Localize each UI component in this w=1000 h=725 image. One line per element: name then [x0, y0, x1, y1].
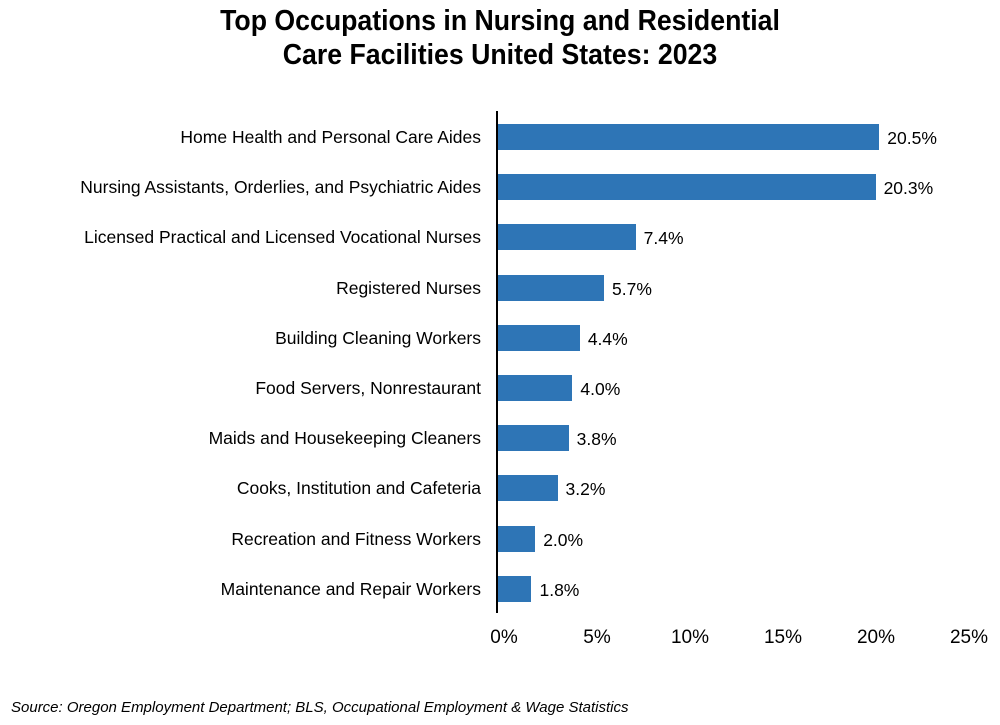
category-label: Licensed Practical and Licensed Vocation… — [84, 227, 481, 248]
x-tick-label: 15% — [763, 627, 803, 648]
bar — [498, 375, 573, 401]
bar-row: Registered Nurses 5.7% — [0, 274, 1000, 301]
value-label: 20.3% — [883, 178, 934, 199]
source-note: Source: Oregon Employment Department; BL… — [11, 699, 629, 716]
category-label: Home Health and Personal Care Aides — [180, 127, 481, 147]
bar-row: Food Servers, Nonrestaurant 4.0% — [0, 375, 1000, 401]
value-label: 20.5% — [887, 128, 937, 148]
value-label: 1.8% — [539, 579, 580, 600]
y-axis-line — [496, 111, 498, 613]
category-label: Nursing Assistants, Orderlies, and Psych… — [80, 177, 481, 198]
bar — [498, 224, 636, 251]
bar — [498, 575, 532, 602]
bar-row: Home Health and Personal Care Aides 20.5% — [0, 124, 1000, 150]
bar — [498, 174, 876, 201]
bar-row: Maids and Housekeeping Cleaners 3.8% — [0, 425, 1000, 452]
bar — [498, 324, 580, 351]
category-label: Maids and Housekeeping Cleaners — [208, 428, 481, 449]
bar-row: Maintenance and Repair Workers 1.8% — [0, 575, 1000, 602]
category-label: Cooks, Institution and Cafeteria — [236, 478, 481, 499]
bar-row: Cooks, Institution and Cafeteria 3.2% — [0, 475, 1000, 502]
value-label: 4.4% — [587, 328, 628, 349]
value-label: 4.0% — [580, 379, 621, 399]
value-label: 3.2% — [565, 479, 606, 500]
value-label: 3.8% — [576, 429, 617, 450]
x-tick-label: 0% — [490, 627, 518, 648]
bar — [498, 124, 880, 150]
value-label: 7.4% — [643, 228, 684, 249]
chart-title: Top Occupations in Nursing and Residenti… — [40, 4, 960, 72]
x-tick-label: 5% — [583, 627, 611, 648]
bar-row: Licensed Practical and Licensed Vocation… — [0, 224, 1000, 251]
x-tick-label: 10% — [670, 627, 710, 648]
category-label: Recreation and Fitness Workers — [231, 528, 481, 549]
bar-row: Building Cleaning Workers 4.4% — [0, 324, 1000, 351]
x-tick-label: 20% — [856, 627, 896, 648]
x-tick-label: 25% — [949, 627, 989, 648]
value-label: 5.7% — [612, 278, 652, 299]
category-label: Food Servers, Nonrestaurant — [255, 378, 481, 398]
bar — [498, 274, 605, 301]
chart-title-line-1: Top Occupations in Nursing and Residenti… — [220, 5, 780, 37]
category-label: Building Cleaning Workers — [275, 327, 481, 348]
chart-title-line-2: Care Facilities United States: 2023 — [282, 39, 718, 71]
bar-row: Nursing Assistants, Orderlies, and Psych… — [0, 174, 1000, 201]
bar — [498, 475, 558, 502]
value-label: 2.0% — [543, 529, 584, 550]
category-label: Registered Nurses — [336, 277, 481, 298]
bar-row: Recreation and Fitness Workers 2.0% — [0, 525, 1000, 552]
category-label: Maintenance and Repair Workers — [220, 578, 481, 599]
bar — [498, 425, 569, 452]
bar — [498, 525, 536, 552]
